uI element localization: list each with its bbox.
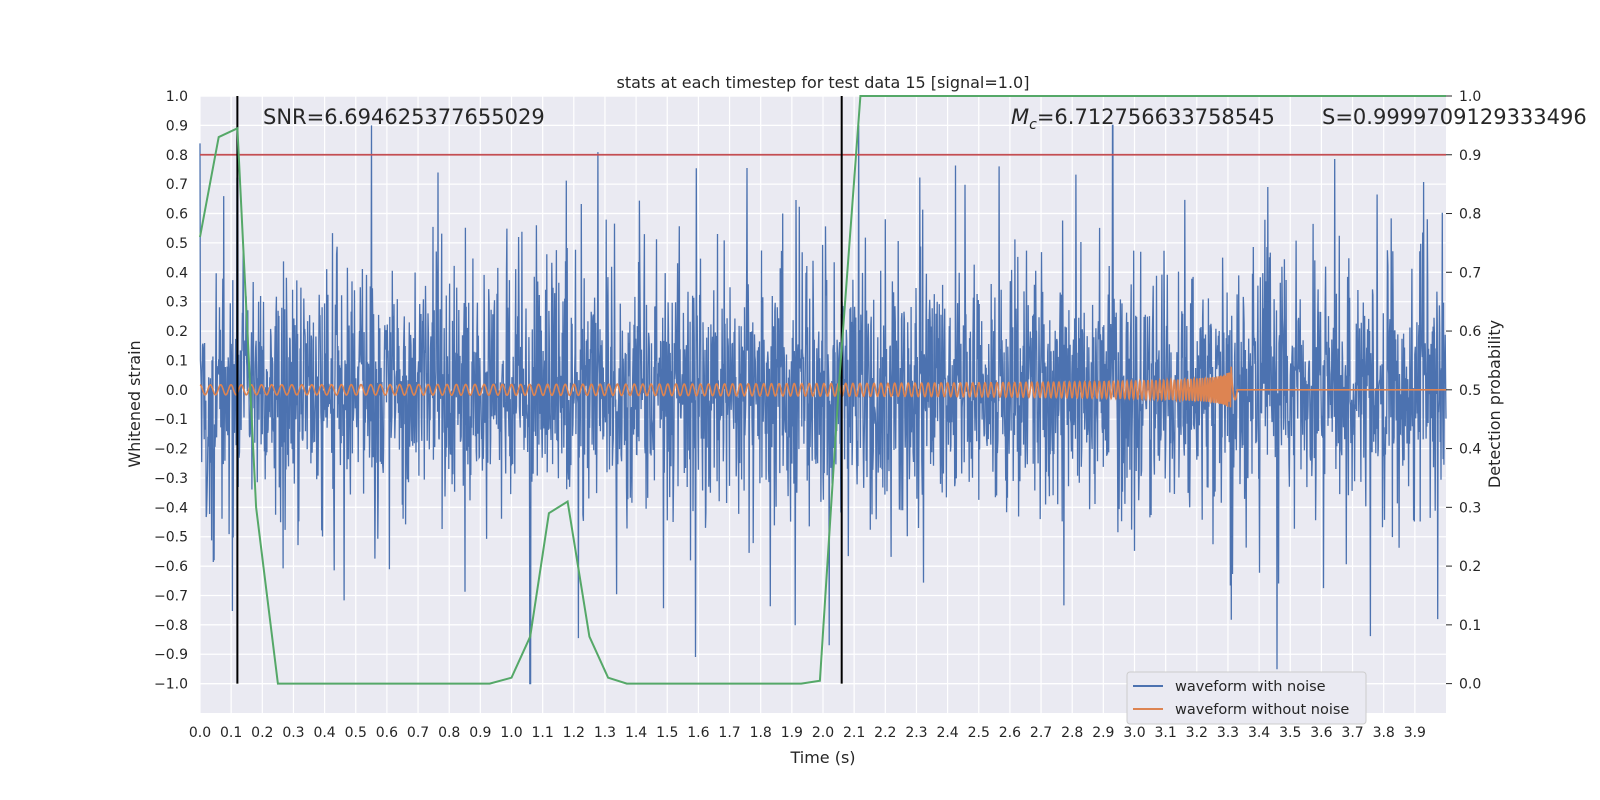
x-tick-label: 0.2 xyxy=(251,725,273,741)
y-tick-label: −0.5 xyxy=(154,530,188,546)
series-line-probability xyxy=(199,95,1446,685)
x-tick-label: 2.3 xyxy=(905,725,927,741)
noise-series xyxy=(199,124,1447,685)
y-tick-label: 0.4 xyxy=(166,265,188,281)
x-tick-label: 1.5 xyxy=(656,725,678,741)
x-tick-label: 2.6 xyxy=(999,725,1021,741)
y-tick-label: 0.8 xyxy=(166,148,188,164)
x-tick-label: 3.8 xyxy=(1373,725,1395,741)
y2-tick-label: 0.5 xyxy=(1459,383,1481,399)
x-tick-label: 0.0 xyxy=(189,725,211,741)
chart-title: stats at each timestep for test data 15 … xyxy=(617,73,1030,92)
y2-tick-label: 1.0 xyxy=(1459,89,1481,105)
chirp-mass-symbol: M xyxy=(1011,105,1029,129)
y-tick-label: −0.8 xyxy=(154,618,188,634)
x-tick-label: 2.8 xyxy=(1061,725,1083,741)
overlay-layer xyxy=(199,95,1446,685)
x-tick-label: 0.6 xyxy=(376,725,398,741)
y2-tick-label: 0.8 xyxy=(1459,207,1481,223)
y2-tick-label: 0.6 xyxy=(1459,324,1481,340)
x-tick-label: 1.6 xyxy=(687,725,709,741)
legend-label-clean: waveform without noise xyxy=(1175,702,1349,718)
y-tick-label: −0.3 xyxy=(154,471,188,487)
chirp-mass-value: =6.712756633758545 xyxy=(1037,105,1275,129)
clean-series xyxy=(199,366,1446,408)
x-tick-label: 1.8 xyxy=(750,725,772,741)
y2-tick-label: 0.1 xyxy=(1459,618,1481,634)
y-tick-label: 0.7 xyxy=(166,177,188,193)
x-tick-label: 3.1 xyxy=(1155,725,1177,741)
y-tick-label: −0.9 xyxy=(154,647,188,663)
x-tick-label: 0.9 xyxy=(469,725,491,741)
x-tick-label: 2.0 xyxy=(812,725,834,741)
y2-tick-label: 0.4 xyxy=(1459,442,1481,458)
y-tick-label: 0.3 xyxy=(166,295,188,311)
x-tick-label: 0.8 xyxy=(438,725,460,741)
signal-score-annotation: S=0.9999709129333496 xyxy=(1322,105,1587,129)
x-tick-label: 0.1 xyxy=(220,725,242,741)
x-tick-label: 2.5 xyxy=(968,725,990,741)
x-tick-label: 2.1 xyxy=(843,725,865,741)
x-tick-label: 1.4 xyxy=(625,725,647,741)
y2-tick-label: 0.3 xyxy=(1459,500,1481,516)
y-tick-label: 0.9 xyxy=(166,118,188,134)
x-tick-label: 3.9 xyxy=(1404,725,1426,741)
y-tick-label: 0.5 xyxy=(166,236,188,252)
y-tick-label: 0.2 xyxy=(166,324,188,340)
x-tick-label: 0.4 xyxy=(313,725,335,741)
x-axis-label: Time (s) xyxy=(789,748,855,767)
x-tick-label: 1.9 xyxy=(781,725,803,741)
x-tick-label: 3.3 xyxy=(1217,725,1239,741)
x-tick-label: 3.2 xyxy=(1186,725,1208,741)
x-tick-label: 1.0 xyxy=(500,725,522,741)
chirp-mass-subscript: c xyxy=(1029,117,1037,133)
y-tick-label: 0.1 xyxy=(166,353,188,369)
y-tick-label: −0.2 xyxy=(154,442,188,458)
y-tick-label: 1.0 xyxy=(166,89,188,105)
chirp-mass-annotation: Mc=6.712756633758545 xyxy=(1011,105,1275,133)
snr-annotation: SNR=6.694625377655029 xyxy=(263,105,545,129)
series-line-clean xyxy=(199,366,1446,408)
y-axis-label: Whitened strain xyxy=(125,340,144,467)
y-tick-label: 0.6 xyxy=(166,207,188,223)
y-ticks: 1.0 0.9 0.8 0.7 0.6 0.5 0.4 0.3 0.2 0.1 0.0 −0.1 −0.… xyxy=(154,89,188,693)
x-tick-label: 1.3 xyxy=(594,725,616,741)
y2-tick-label: 0.0 xyxy=(1459,677,1481,693)
x-tick-label: 1.1 xyxy=(532,725,554,741)
y-tick-label: −0.4 xyxy=(154,500,188,516)
y2-tick-label: 0.2 xyxy=(1459,559,1481,575)
y2-ticks: 1.0 0.9 0.8 0.7 0.6 0.5 0.4 0.3 0.2 0.1 0.0 xyxy=(1446,89,1481,693)
y2-tick-label: 0.7 xyxy=(1459,265,1481,281)
y2-tick-label: 0.9 xyxy=(1459,148,1481,164)
x-tick-label: 2.9 xyxy=(1092,725,1114,741)
legend-box xyxy=(1126,671,1367,725)
y-tick-label: −0.1 xyxy=(154,412,188,428)
x-tick-label: 0.7 xyxy=(407,725,429,741)
x-tick-label: 1.7 xyxy=(718,725,740,741)
x-tick-label: 2.7 xyxy=(1030,725,1052,741)
legend: waveform with noise waveform without noi… xyxy=(1126,671,1367,725)
x-tick-label: 3.4 xyxy=(1248,725,1270,741)
x-tick-label: 2.4 xyxy=(936,725,958,741)
y-tick-label: −0.7 xyxy=(154,588,188,604)
x-tick-label: 3.0 xyxy=(1123,725,1145,741)
y2-axis-label: Detection probability xyxy=(1485,320,1504,488)
x-tick-label: 3.7 xyxy=(1341,725,1363,741)
y-tick-label: −0.6 xyxy=(154,559,188,575)
x-tick-label: 1.2 xyxy=(563,725,585,741)
x-ticks: 0.0 0.1 0.2 0.3 0.4 0.5 0.6 0.7 0.8 0.9 1.0 1.1 1.2 1… xyxy=(189,725,1426,741)
x-tick-label: 2.2 xyxy=(874,725,896,741)
x-tick-label: 0.3 xyxy=(282,725,304,741)
legend-label-noise: waveform with noise xyxy=(1175,679,1326,695)
x-tick-label: 3.5 xyxy=(1279,725,1301,741)
series-line-noise xyxy=(199,124,1447,685)
y-tick-label: −1.0 xyxy=(154,677,188,693)
y-tick-label: 0.0 xyxy=(166,383,188,399)
x-tick-label: 0.5 xyxy=(345,725,367,741)
x-tick-label: 3.6 xyxy=(1310,725,1332,741)
